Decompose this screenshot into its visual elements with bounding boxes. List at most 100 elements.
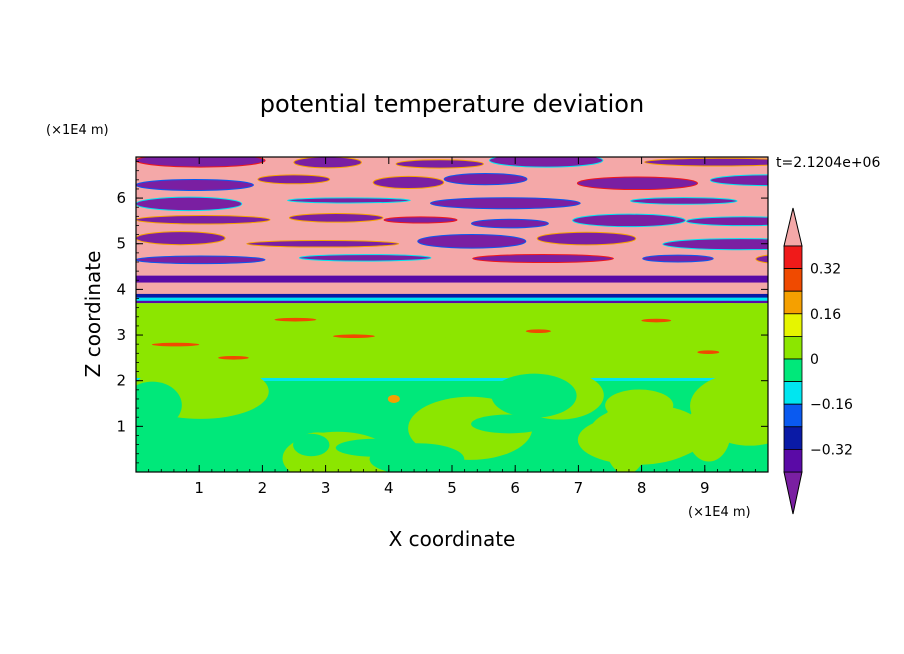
streak bbox=[289, 213, 383, 223]
streak bbox=[218, 355, 249, 360]
x-tick-label: 9 bbox=[700, 479, 710, 497]
y-axis-label: Z coordinate bbox=[81, 251, 105, 378]
colorbar-tick-label: −0.16 bbox=[810, 397, 853, 413]
streak bbox=[651, 335, 768, 342]
streak bbox=[136, 157, 266, 168]
x-tick-label: 1 bbox=[194, 479, 204, 497]
streak bbox=[259, 369, 355, 378]
streak bbox=[641, 318, 672, 323]
streak-edge bbox=[383, 216, 458, 224]
x-tick-label: 8 bbox=[637, 479, 647, 497]
blob bbox=[577, 414, 698, 465]
blob bbox=[387, 394, 400, 403]
blob bbox=[335, 438, 417, 457]
streak bbox=[136, 215, 270, 224]
streak bbox=[203, 319, 241, 325]
colorbar-segment bbox=[783, 358, 803, 383]
blob bbox=[136, 381, 182, 429]
streak-edge bbox=[443, 173, 528, 186]
streak bbox=[686, 216, 768, 226]
y-unit-label: (×1E4 m) bbox=[46, 123, 109, 138]
streak bbox=[489, 157, 603, 168]
colorbar-tick-label: 0.32 bbox=[810, 262, 841, 278]
streak-edge bbox=[429, 197, 581, 210]
streak-edge bbox=[298, 254, 432, 262]
streak bbox=[274, 317, 317, 322]
streak bbox=[417, 234, 526, 249]
x-tick-label: 7 bbox=[574, 479, 584, 497]
x-tick-label: 6 bbox=[510, 479, 520, 497]
streak-edge bbox=[644, 157, 768, 167]
colorbar-tick-label: 0 bbox=[810, 352, 819, 368]
band bbox=[136, 275, 768, 283]
time-label: t=2.1204e+06 bbox=[776, 155, 880, 171]
colorbar-segment bbox=[783, 268, 803, 292]
blob bbox=[293, 433, 330, 457]
blob bbox=[491, 373, 577, 418]
streak bbox=[396, 159, 484, 169]
blob bbox=[686, 401, 731, 462]
streak bbox=[333, 334, 375, 339]
streak-edge bbox=[685, 216, 768, 227]
streak-edge bbox=[372, 175, 445, 190]
streak bbox=[287, 197, 411, 203]
streak bbox=[525, 329, 551, 334]
streak bbox=[537, 232, 636, 245]
x-unit-label: (×1E4 m) bbox=[688, 505, 751, 520]
streak bbox=[489, 331, 576, 340]
colorbar-segment bbox=[783, 403, 803, 428]
streak-edge bbox=[572, 213, 686, 228]
streak bbox=[373, 176, 444, 189]
streak-edge bbox=[288, 212, 384, 223]
streak-edge bbox=[136, 255, 266, 265]
streak bbox=[299, 254, 431, 262]
streak-edge bbox=[472, 254, 614, 264]
streak bbox=[403, 337, 493, 349]
streak bbox=[136, 179, 254, 191]
y-tick-label: 2 bbox=[116, 372, 126, 390]
band bbox=[136, 293, 768, 298]
streak-edge bbox=[293, 157, 362, 169]
streak bbox=[151, 342, 200, 347]
streak bbox=[565, 328, 697, 339]
streak-edge bbox=[136, 157, 266, 168]
colorbar-segment bbox=[783, 290, 803, 315]
streak bbox=[469, 350, 632, 362]
x-axis-label: X coordinate bbox=[389, 527, 516, 551]
streak-edge bbox=[488, 157, 604, 168]
streak bbox=[644, 158, 768, 167]
streak bbox=[293, 157, 362, 168]
streak bbox=[136, 197, 242, 211]
streak-edge bbox=[470, 218, 549, 229]
streak bbox=[645, 319, 768, 332]
streak-edge bbox=[395, 159, 484, 169]
streak-edge bbox=[287, 197, 411, 204]
streak-edge bbox=[662, 238, 768, 251]
streak-edge bbox=[417, 234, 527, 249]
x-tick-label: 4 bbox=[384, 479, 394, 497]
streak-edge bbox=[257, 174, 331, 185]
streak bbox=[246, 240, 399, 248]
x-tick-label: 3 bbox=[321, 479, 331, 497]
blob bbox=[527, 435, 569, 455]
streak bbox=[710, 303, 747, 312]
colorbar-segment bbox=[783, 381, 803, 405]
streak bbox=[642, 255, 714, 262]
streak bbox=[577, 176, 698, 190]
streak bbox=[472, 254, 614, 263]
streak-edge bbox=[136, 178, 254, 192]
streak bbox=[136, 255, 266, 264]
streak bbox=[344, 325, 518, 333]
streak bbox=[136, 231, 226, 245]
streak-edge bbox=[536, 231, 637, 246]
streak-edge bbox=[755, 254, 768, 264]
streak-edge bbox=[642, 254, 714, 263]
y-tick-label: 6 bbox=[116, 189, 126, 207]
colorbar-tick-label: −0.32 bbox=[810, 442, 853, 458]
streak-edge bbox=[630, 197, 738, 205]
streak bbox=[384, 216, 457, 224]
streak bbox=[572, 214, 686, 227]
colorbar-segment bbox=[783, 313, 803, 337]
colorbar-segment bbox=[783, 335, 803, 360]
blob bbox=[158, 433, 248, 454]
